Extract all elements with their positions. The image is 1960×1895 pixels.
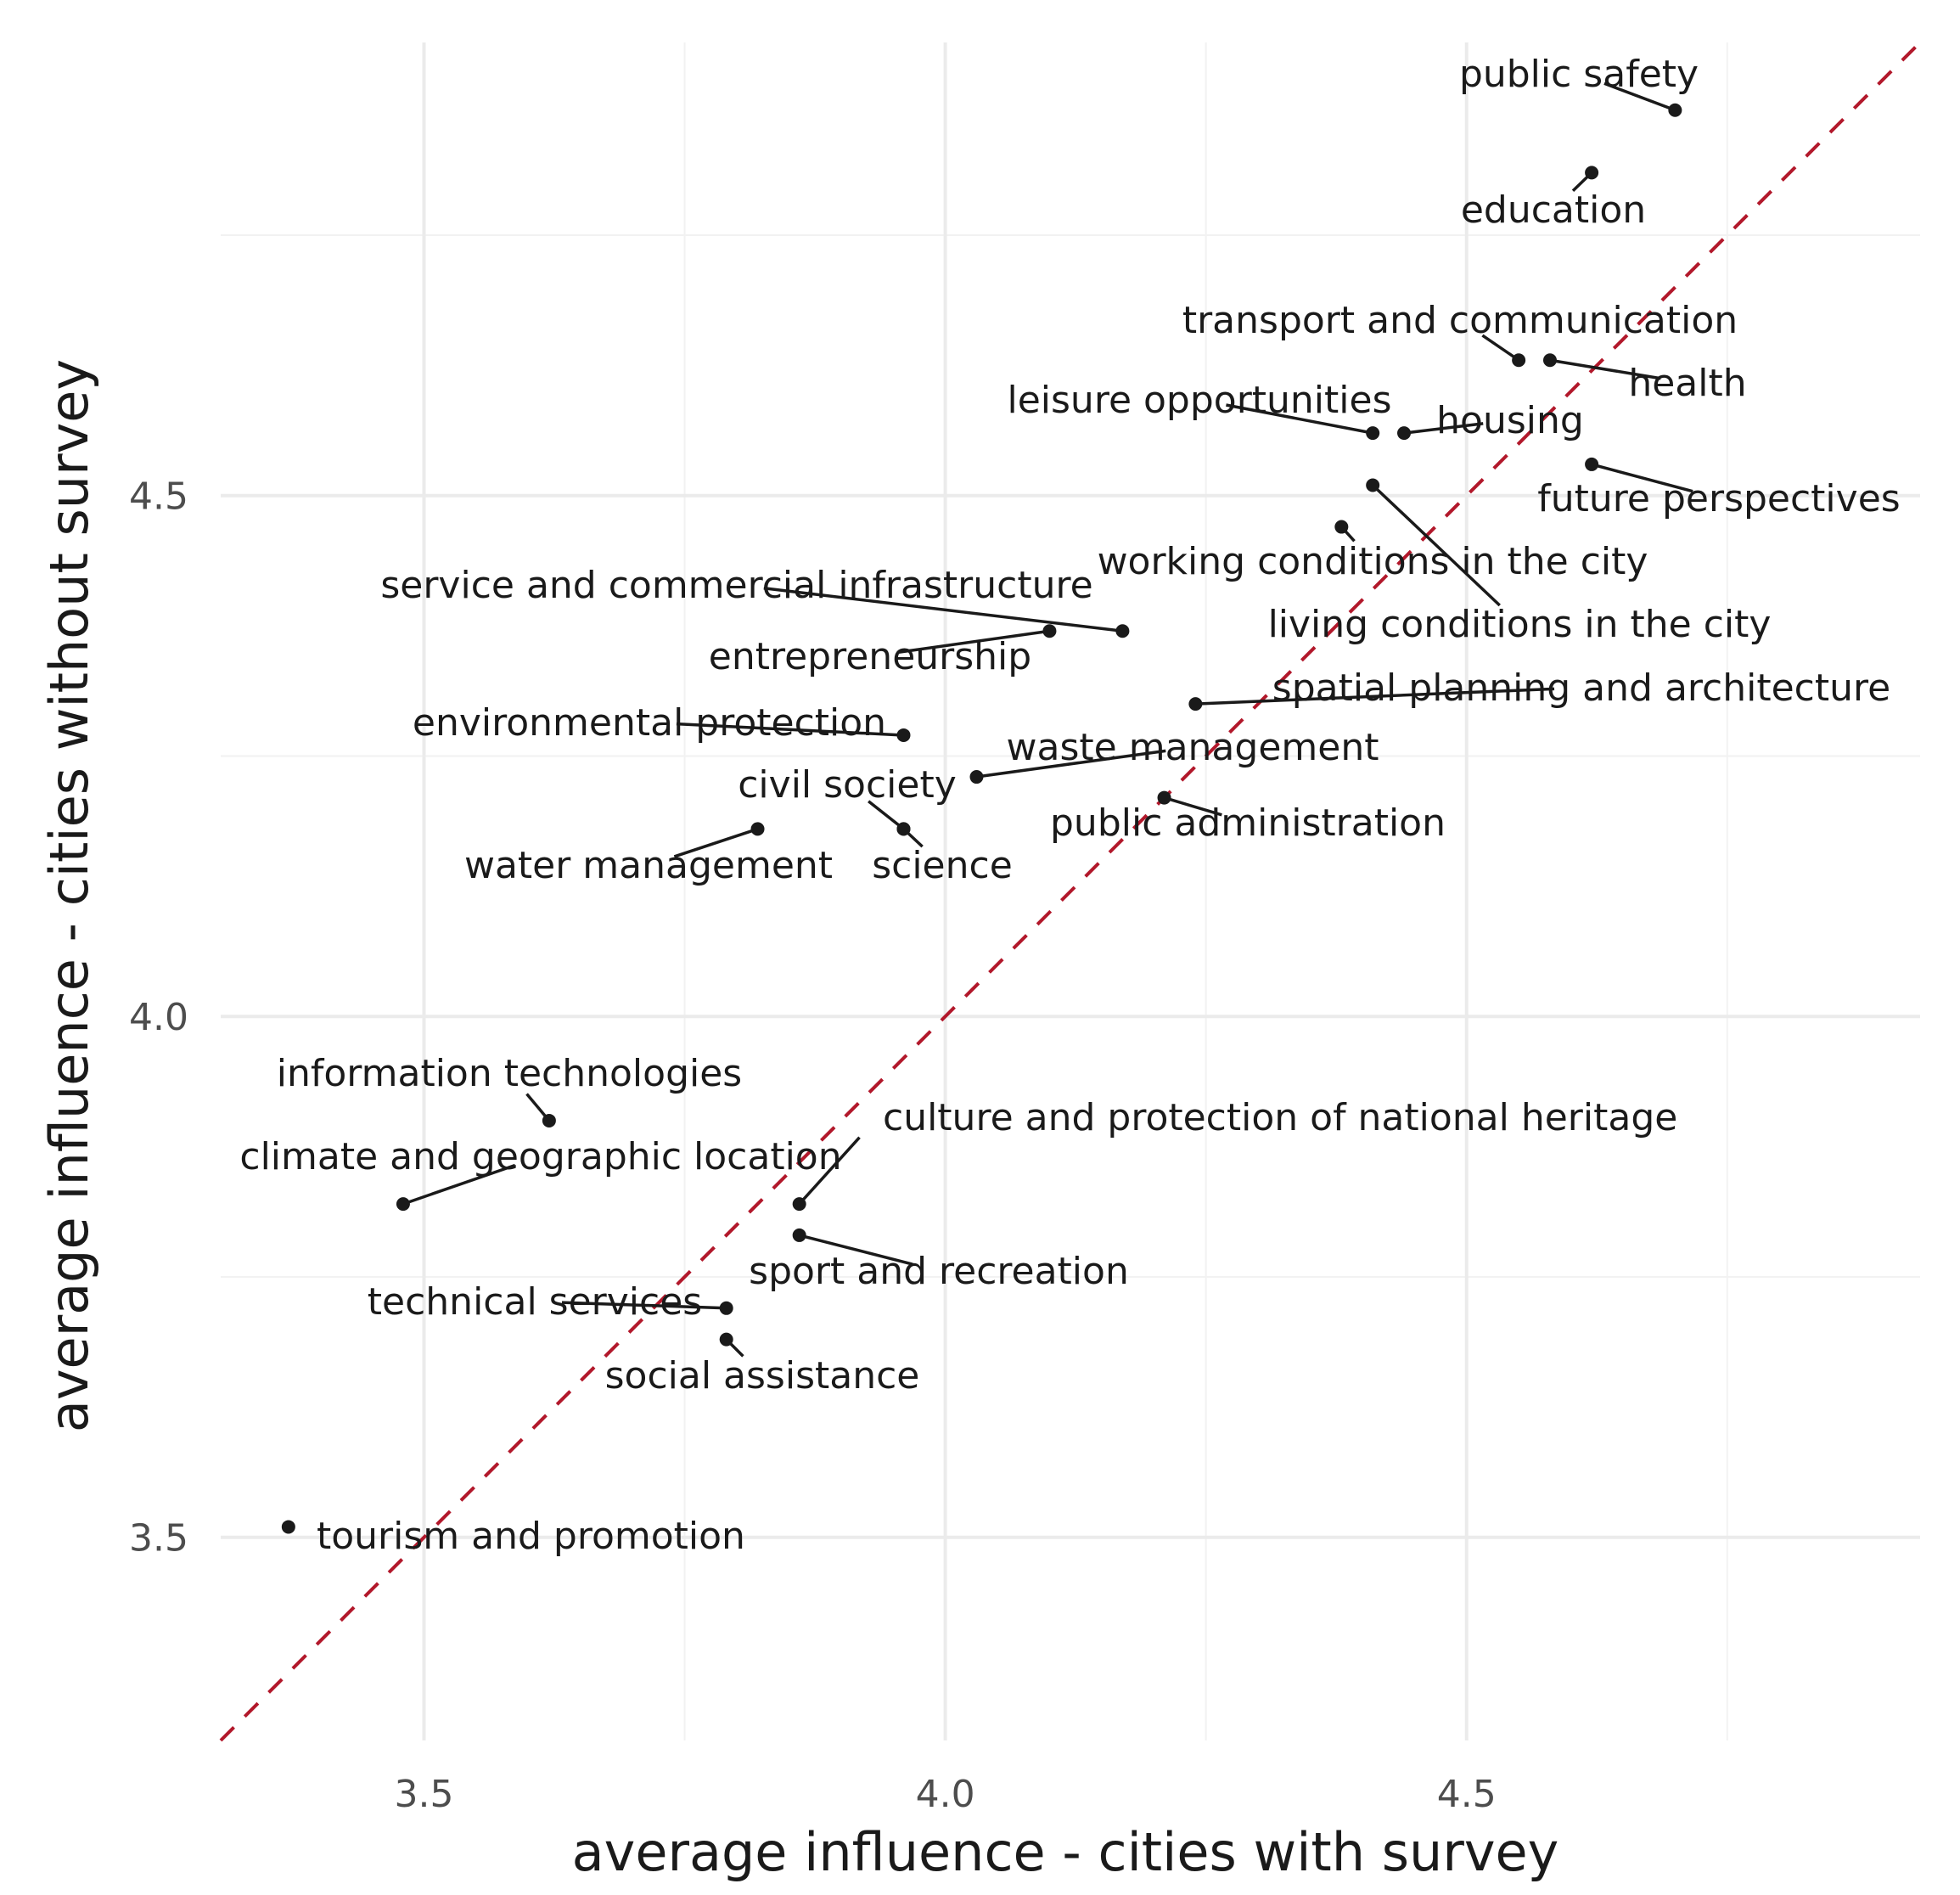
x-axis-title: average influence - cities with survey <box>572 1821 1559 1883</box>
data-point <box>1115 624 1130 638</box>
data-point <box>1157 790 1171 805</box>
point-label: environmental protection <box>413 701 886 745</box>
label-leader-line <box>676 722 904 737</box>
data-point <box>969 770 984 784</box>
data-point <box>1366 478 1380 492</box>
x-tick-label: 4.5 <box>1437 1773 1497 1816</box>
data-point <box>1585 166 1599 180</box>
major-gridlines <box>221 42 1920 1740</box>
point-label: waste management <box>1007 726 1379 769</box>
data-point <box>281 1520 295 1534</box>
y-axis-ticks: 3.5 4.0 4.5 <box>129 475 188 1560</box>
label-leader-line <box>1371 484 1501 607</box>
point-label: working conditions in the city <box>1098 540 1648 583</box>
label-leader-line <box>1164 796 1222 817</box>
label-leader-lines <box>402 82 1693 1358</box>
label-leader-line <box>1481 334 1520 362</box>
point-label: transport and communication <box>1182 299 1738 342</box>
point-label: entrepreneurship <box>709 635 1031 678</box>
point-label: housing <box>1436 399 1584 442</box>
data-point <box>1334 520 1349 534</box>
point-label: sport and recreation <box>749 1250 1129 1293</box>
point-label: water management <box>464 844 833 887</box>
point-label: public safety <box>1459 53 1699 96</box>
y-tick-label: 3.5 <box>129 1517 188 1560</box>
data-point <box>1585 457 1599 471</box>
point-label: tourism and promotion <box>317 1515 745 1558</box>
point-label: living conditions in the city <box>1268 603 1772 646</box>
data-points <box>281 103 1682 1534</box>
point-label: leisure opportunities <box>1007 379 1391 422</box>
point-label: civil society <box>738 763 957 807</box>
data-point <box>1188 697 1203 711</box>
point-label: spatial planning and architecture <box>1272 666 1890 710</box>
point-label: culture and protection of national herit… <box>883 1096 1677 1139</box>
point-label: education <box>1461 188 1646 232</box>
label-leader-line <box>561 1301 727 1310</box>
data-point <box>750 822 765 836</box>
label-leader-line <box>868 800 905 830</box>
identity-reference-line <box>219 41 1922 1742</box>
x-tick-label: 4.0 <box>916 1773 975 1816</box>
data-point <box>1512 353 1526 368</box>
label-leader-line <box>896 629 1050 655</box>
point-label: climate and geographic location <box>239 1135 841 1178</box>
point-label: service and commercial infrastructure <box>380 564 1092 607</box>
data-point <box>1542 353 1557 368</box>
point-label: science <box>872 844 1013 887</box>
data-point <box>719 1301 733 1315</box>
label-leader-line <box>1591 463 1693 493</box>
data-point <box>1042 624 1057 638</box>
label-leader-line <box>673 827 759 858</box>
label-leader-line <box>763 587 1123 633</box>
point-label: information technologies <box>277 1052 742 1095</box>
x-axis-ticks: 3.5 4.0 4.5 <box>395 1773 1497 1816</box>
label-leader-line <box>1195 687 1555 706</box>
point-labels: public safety education transport and comm… <box>239 53 1900 1558</box>
x-tick-label: 3.5 <box>395 1773 454 1816</box>
y-tick-label: 4.0 <box>129 996 188 1039</box>
point-label: public administration <box>1050 801 1446 845</box>
data-point <box>896 822 911 836</box>
label-leader-line <box>1403 422 1484 435</box>
data-point <box>396 1197 410 1212</box>
data-point <box>896 728 911 742</box>
label-leader-line <box>402 1163 516 1206</box>
label-leader-line <box>798 1136 861 1206</box>
label-leader-line <box>1603 82 1676 112</box>
y-tick-label: 4.5 <box>129 475 188 519</box>
data-point <box>719 1332 733 1347</box>
data-point <box>792 1228 806 1242</box>
data-point <box>1668 103 1682 117</box>
minor-gridlines <box>221 42 1920 1740</box>
data-point <box>1366 426 1380 441</box>
label-leader-line <box>799 1234 913 1266</box>
point-label: technical services <box>368 1280 702 1324</box>
label-leader-line <box>1226 403 1373 435</box>
point-label: future perspectives <box>1537 477 1900 520</box>
y-axis-title: average influence - cities without surve… <box>38 359 100 1432</box>
point-label: social assistance <box>605 1354 920 1397</box>
label-leader-line <box>976 749 1166 779</box>
data-point <box>1397 426 1412 441</box>
label-leader-line <box>1549 358 1661 380</box>
data-point <box>792 1197 806 1212</box>
point-label: health <box>1628 362 1746 405</box>
data-point <box>542 1113 556 1127</box>
